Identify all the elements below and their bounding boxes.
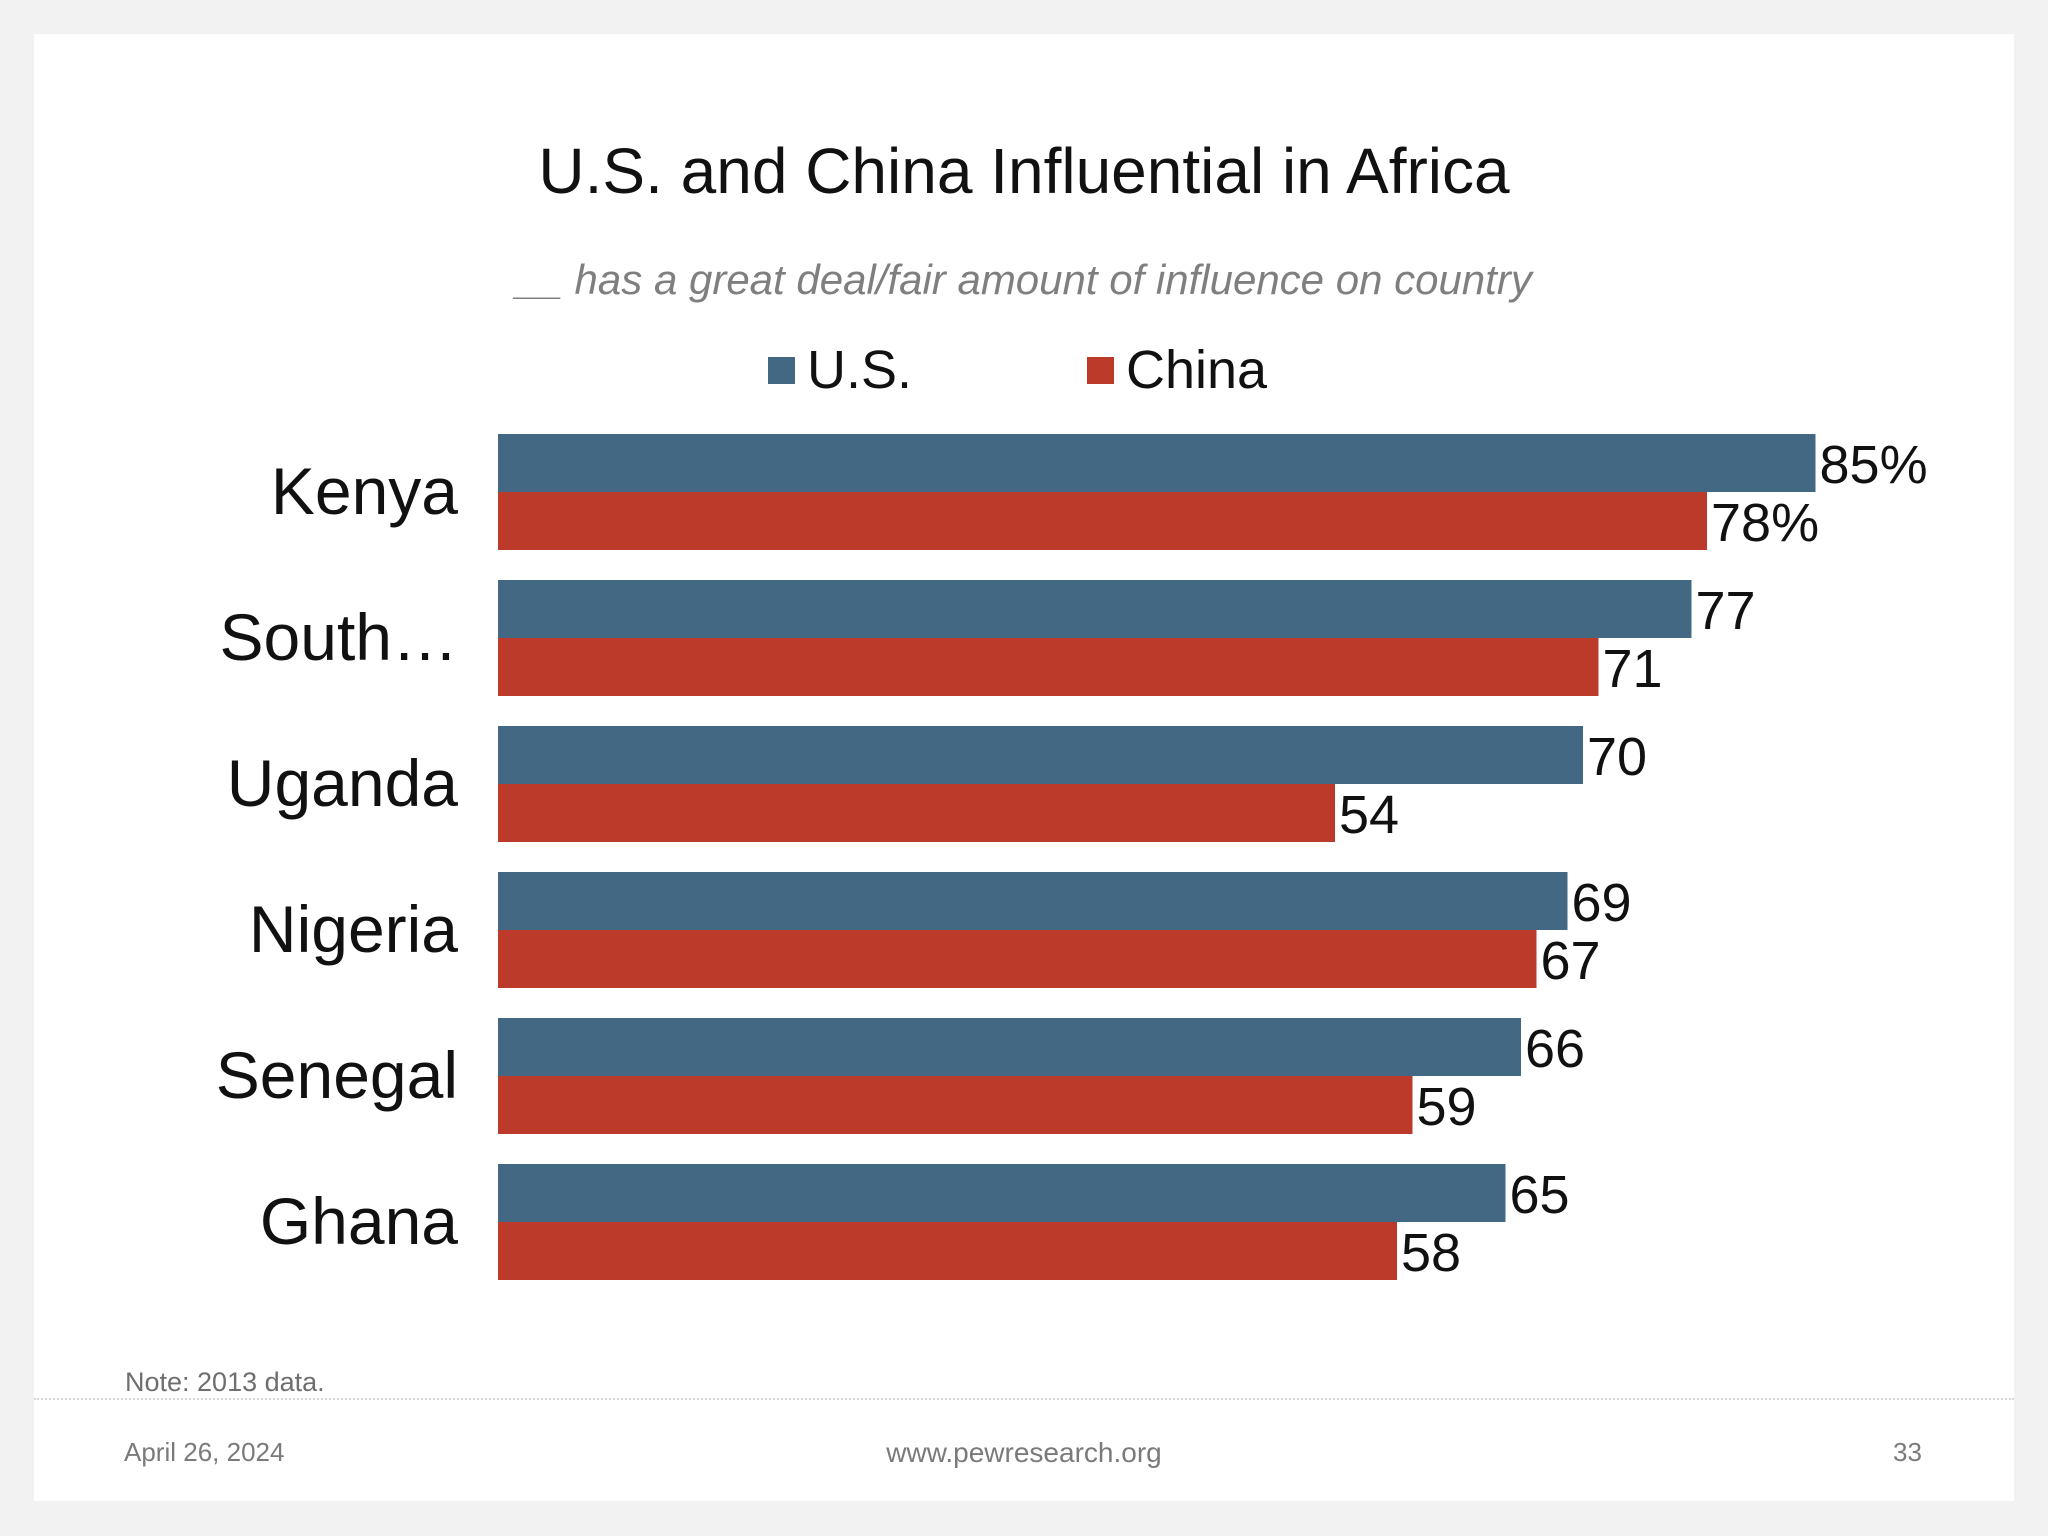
bar-us-ghana	[498, 1164, 1506, 1222]
footer-site: www.pewresearch.org	[886, 1437, 1162, 1468]
data-label-china-senegal: 59	[1417, 1077, 1477, 1137]
data-label-china-uganda: 54	[1339, 785, 1399, 845]
legend-label-us: U.S.	[807, 340, 913, 400]
bar-china-ghana	[498, 1222, 1397, 1280]
legend-item-china: China	[1087, 340, 1267, 400]
legend-swatch-china	[1087, 356, 1114, 384]
bar-us-nigeria	[498, 872, 1568, 930]
category-label-ghana: Ghana	[260, 1184, 458, 1258]
bar-china-senegal	[498, 1076, 1413, 1134]
bar-us-south	[498, 580, 1692, 638]
data-label-china-nigeria: 67	[1541, 931, 1601, 991]
chart-subtitle: __ has a great deal/fair amount of influ…	[516, 256, 1532, 303]
data-label-china-south: 71	[1603, 639, 1663, 699]
footer-date: April 26, 2024	[124, 1437, 285, 1467]
chart-title: U.S. and China Influential in Africa	[538, 135, 1510, 207]
bar-us-kenya	[498, 434, 1816, 492]
footer-page-number: 33	[1893, 1437, 1922, 1467]
data-label-us-kenya: 85%	[1820, 435, 1928, 495]
category-label-kenya: Kenya	[271, 454, 458, 528]
legend-swatch-us	[768, 356, 795, 384]
data-label-us-ghana: 65	[1510, 1165, 1570, 1225]
bar-us-senegal	[498, 1018, 1521, 1076]
bar-china-nigeria	[498, 930, 1537, 988]
footer-divider	[34, 1398, 2014, 1400]
chart-legend: U.S. China	[0, 340, 2048, 400]
category-label-nigeria: Nigeria	[249, 892, 458, 966]
data-label-china-kenya: 78%	[1711, 493, 1819, 553]
bar-china-kenya	[498, 492, 1707, 550]
legend-item-us: U.S.	[768, 340, 912, 400]
data-label-us-south: 77	[1696, 581, 1756, 641]
bar-china-south	[498, 638, 1599, 696]
category-label-uganda: Uganda	[227, 746, 458, 820]
data-label-china-ghana: 58	[1401, 1223, 1461, 1283]
bar-china-uganda	[498, 784, 1335, 842]
chart-note: Note: 2013 data.	[125, 1367, 325, 1397]
legend-label-china: China	[1126, 340, 1268, 400]
bar-us-uganda	[498, 726, 1583, 784]
category-label-senegal: Senegal	[216, 1038, 458, 1112]
data-label-us-senegal: 66	[1525, 1019, 1585, 1079]
category-label-south: South…	[220, 600, 458, 674]
data-label-us-nigeria: 69	[1572, 873, 1632, 933]
data-label-us-uganda: 70	[1587, 727, 1647, 787]
